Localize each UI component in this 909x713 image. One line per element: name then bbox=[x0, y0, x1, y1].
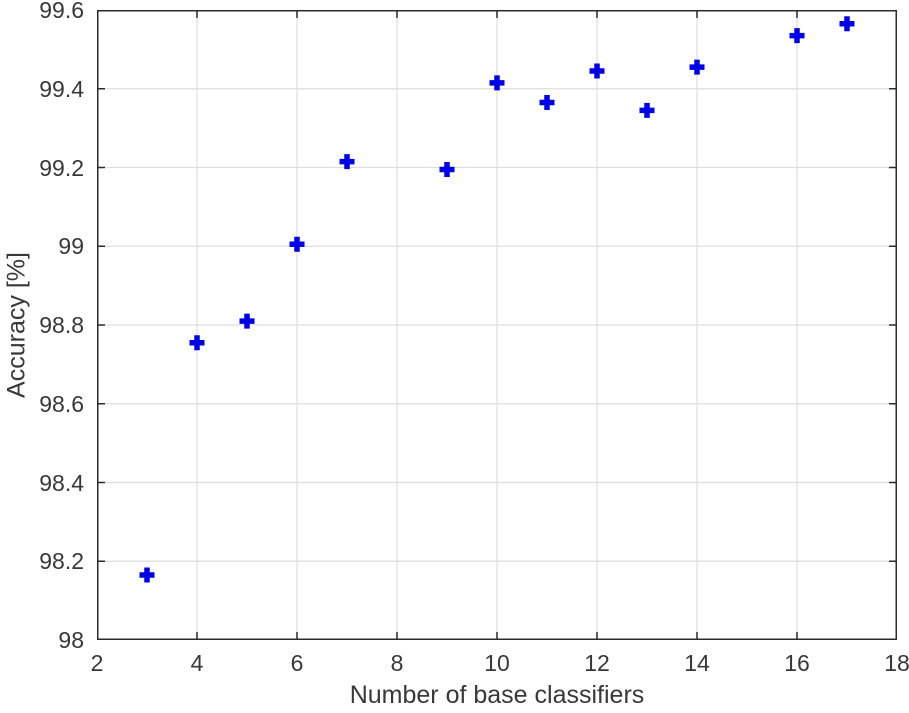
plot-area bbox=[97, 10, 897, 640]
x-tick-label: 2 bbox=[90, 650, 104, 676]
data-point-marker bbox=[539, 95, 555, 111]
x-tick-label: 16 bbox=[784, 650, 810, 676]
y-tick-label: 98 bbox=[58, 627, 84, 653]
x-tick-label: 18 bbox=[884, 650, 909, 676]
y-tick-label: 99.4 bbox=[39, 75, 84, 102]
x-tick-label: 8 bbox=[390, 650, 404, 676]
x-tick-label: 6 bbox=[290, 650, 304, 676]
y-tick-label: 98.6 bbox=[39, 390, 84, 417]
data-point-marker bbox=[839, 16, 855, 32]
data-point-marker bbox=[289, 236, 305, 252]
data-point-marker bbox=[489, 75, 505, 91]
y-axis-title: Accuracy [%] bbox=[2, 252, 31, 398]
data-point-marker bbox=[439, 161, 455, 177]
y-tick-label: 98.8 bbox=[39, 312, 84, 338]
plot-canvas bbox=[97, 10, 897, 640]
data-point-marker bbox=[139, 567, 155, 583]
data-point-marker bbox=[639, 102, 655, 118]
data-point-marker bbox=[239, 313, 255, 329]
x-axis-title: Number of base classifiers bbox=[349, 681, 645, 709]
y-tick-label: 99.6 bbox=[39, 0, 84, 23]
x-tick-label: 14 bbox=[684, 650, 710, 676]
x-tick-label: 10 bbox=[484, 650, 510, 676]
data-point-marker bbox=[189, 335, 205, 351]
y-tick-label: 98.4 bbox=[39, 469, 84, 496]
x-tick-label: 12 bbox=[584, 650, 610, 676]
y-tick-label: 99.2 bbox=[39, 154, 84, 181]
data-point-marker bbox=[339, 154, 355, 170]
data-point-marker bbox=[589, 63, 605, 79]
x-tick-label: 4 bbox=[190, 650, 204, 676]
data-point-marker bbox=[789, 28, 805, 44]
y-tick-label: 99 bbox=[58, 233, 84, 260]
data-point-marker bbox=[689, 59, 705, 75]
y-tick-label: 98.2 bbox=[39, 548, 84, 575]
